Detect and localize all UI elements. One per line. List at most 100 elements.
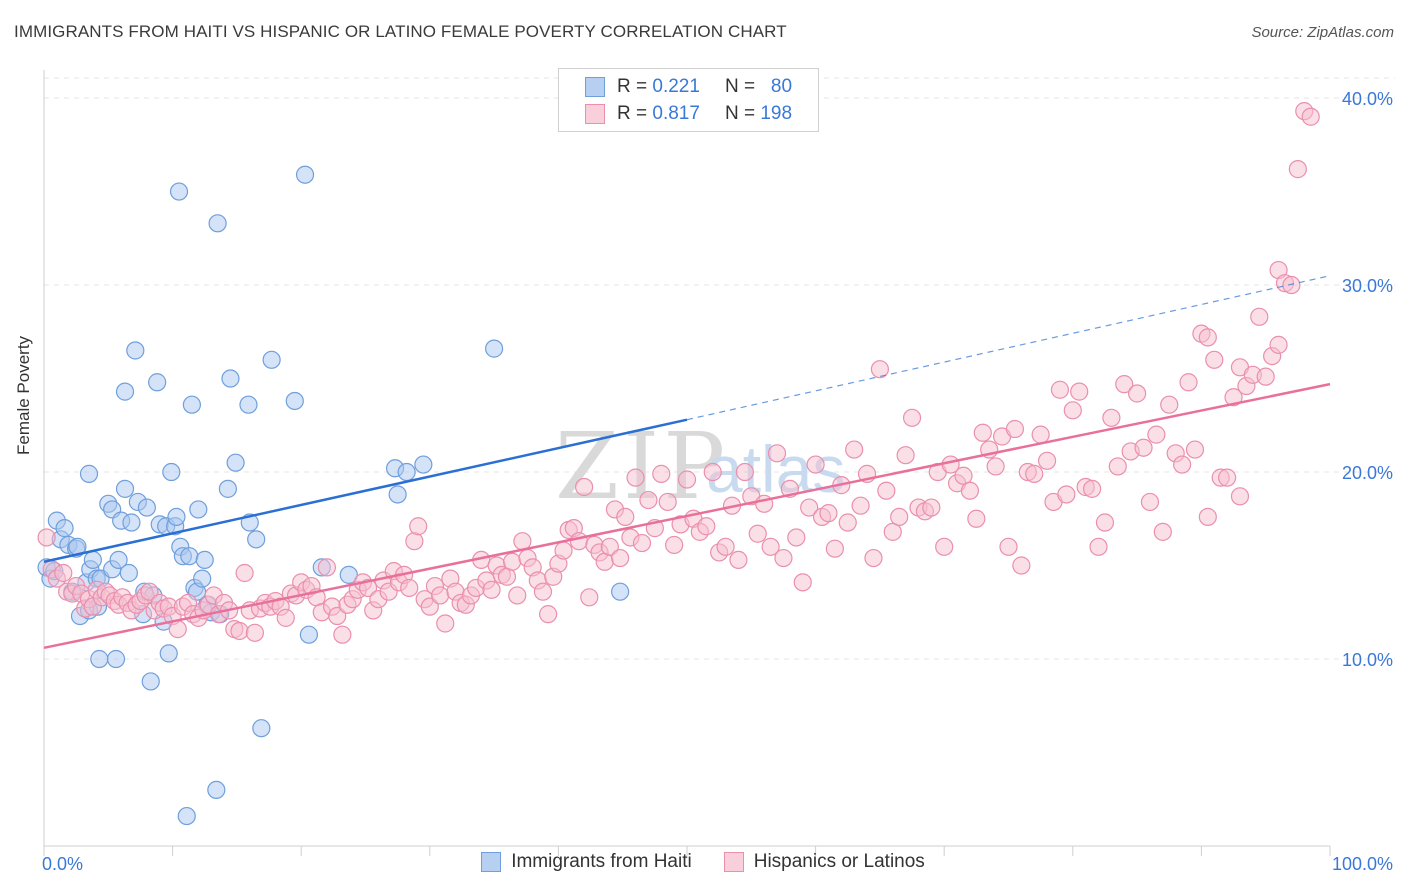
data-point-hispanic [935,537,954,556]
data-point-hispanic [1057,485,1076,504]
data-point-hispanic [420,597,439,616]
data-point-hispanic [54,563,73,583]
legend-swatch-pink [585,104,605,124]
stats-legend-row-haiti: R = 0.221 N = 80 [559,73,792,101]
data-point-hispanic [652,464,671,483]
legend-r-label: R = [617,76,648,97]
data-point-hispanic [1147,425,1166,444]
data-point-hispanic [1230,487,1250,506]
data-point-haiti [388,485,407,504]
y-tick-label: 30.0% [1342,276,1393,296]
watermark-atlas: atlas [706,432,845,506]
data-point-hispanic [1301,107,1320,126]
legend-n-label: N = [724,76,756,97]
data-point-haiti [167,507,186,527]
data-point-hispanic [1256,367,1275,386]
x-tick-label: 0.0% [42,854,83,874]
data-point-hispanic [870,360,890,379]
data-point-hispanic [626,468,645,487]
data-point-hispanic [806,455,825,474]
data-point-hispanic [1250,307,1269,326]
legend-n-value: 198 [760,103,793,124]
trend-lines [43,275,1331,650]
data-point-hispanic [1282,275,1301,295]
data-point-hispanic [436,614,455,633]
data-point-hispanic [317,558,337,577]
legend-item-haiti: Immigrants from Haiti [481,851,692,873]
data-point-haiti [106,649,126,669]
data-point-haiti [109,550,128,570]
legend-r-value: 0.817 [652,103,700,124]
data-point-haiti [414,455,433,474]
data-point-haiti [339,565,358,584]
y-axis-title: Female Poverty [14,335,33,455]
series-legend: Immigrants from Haiti Hispanics or Latin… [0,851,1406,873]
stats-legend-row-hispanic: R = 0.817 N = 198 [559,100,792,128]
data-point-hispanic [735,462,754,482]
data-point-hispanic [1005,419,1025,439]
y-tick-label: 40.0% [1342,89,1393,109]
data-point-hispanic [1185,440,1205,459]
data-point-haiti [83,550,102,570]
data-point-haiti [159,644,178,663]
data-point-hispanic [575,477,594,497]
legend-n-value: 80 [770,76,793,97]
data-point-haiti [119,563,138,583]
data-point-hispanic [513,532,532,551]
legend-label-hispanic: Hispanics or Latinos [753,851,925,872]
data-point-haiti [148,373,167,392]
data-point-hispanic [748,524,767,543]
data-point-hispanic [600,537,619,556]
data-point-haiti [141,672,160,691]
data-point-hispanic [1102,408,1121,427]
axes [43,70,1331,856]
data-point-hispanic [1025,464,1044,483]
data-point-haiti [137,498,156,517]
data-point-haiti [182,395,201,414]
data-point-hispanic [658,492,677,512]
legend-n-label: N = [724,103,756,124]
data-point-hispanic [580,588,599,607]
data-point-hispanic [1224,388,1243,407]
data-point-hispanic [922,498,941,517]
data-point-haiti [122,513,141,532]
data-point-hispanic [1173,455,1192,474]
data-point-hispanic [333,625,352,644]
data-point-hispanic [37,528,56,547]
data-point-hispanic [825,539,844,558]
data-point-hispanic [554,541,573,560]
source-credit: Source: ZipAtlas.com [1251,24,1394,41]
data-point-haiti [218,479,237,498]
data-point-hispanic [230,621,249,641]
trend-line-haiti [43,418,688,563]
data-point-hispanic [864,548,883,568]
data-point-hispanic [1205,350,1224,369]
data-point-haiti [90,649,109,669]
data-point-hispanic [1218,468,1237,487]
data-point-hispanic [1153,522,1172,541]
data-point-hispanic [539,605,558,624]
data-point-hispanic [1198,328,1217,347]
data-point-hispanic [1134,438,1153,457]
legend-label-haiti: Immigrants from Haiti [511,851,692,872]
data-point-hispanic [235,563,254,583]
data-point-hispanic [729,550,748,570]
data-point-hispanic [611,548,630,568]
data-point-hispanic [896,446,915,465]
data-point-haiti [485,339,504,358]
data-point-hispanic [1269,335,1288,354]
x-tick-label: 100.0% [1332,854,1393,874]
legend-swatch-blue [585,77,605,97]
tick-labels: 10.0% 20.0% 30.0% 40.0% 0.0% 100.0% [42,89,1393,874]
data-point-hispanic [409,517,428,536]
data-point-hispanic [1089,537,1108,556]
data-point-haiti [295,165,315,184]
data-point-hispanic [1140,492,1160,512]
data-point-haiti [115,479,135,498]
data-point-hispanic [328,606,347,626]
data-point-hispanic [838,513,857,532]
data-point-hispanic [1031,425,1050,444]
data-point-hispanic [697,517,716,536]
legend-item-hispanic: Hispanics or Latinos [723,851,925,873]
legend-r-label: R = [617,103,648,124]
